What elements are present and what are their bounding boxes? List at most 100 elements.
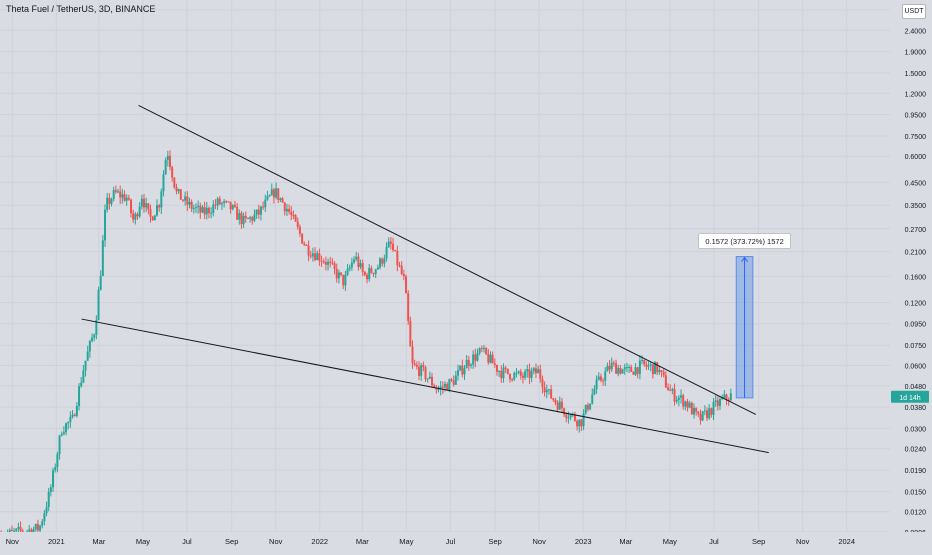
candle — [493, 358, 496, 368]
candle — [469, 362, 472, 369]
candle — [242, 212, 245, 228]
y-tick-label: 0.0240 — [905, 447, 927, 454]
x-tick-label: Mar — [356, 537, 369, 546]
y-tick-label: 2.4000 — [905, 28, 927, 35]
candle — [259, 205, 262, 221]
candle — [595, 375, 598, 394]
candle — [60, 431, 63, 437]
candle — [73, 413, 76, 417]
candle — [65, 422, 68, 436]
candle — [143, 194, 146, 213]
price-axis[interactable]: 3.00002.40001.90001.50001.20000.95000.75… — [890, 0, 932, 550]
candle — [324, 256, 327, 271]
y-tick-label: 0.3500 — [905, 203, 927, 210]
candle — [43, 509, 46, 526]
candle — [684, 400, 687, 411]
candle — [632, 371, 635, 375]
candle — [437, 385, 440, 393]
candle — [203, 201, 206, 219]
candle — [591, 388, 594, 405]
y-tick-label: 0.0600 — [905, 363, 927, 370]
candle — [573, 411, 576, 423]
candle — [285, 203, 288, 217]
candle — [402, 269, 405, 281]
candle — [181, 199, 184, 203]
candle — [283, 201, 286, 216]
candle — [201, 204, 204, 214]
candle — [272, 187, 275, 204]
candle — [407, 290, 410, 325]
candle — [578, 419, 581, 433]
candle — [145, 197, 148, 212]
candle — [39, 524, 42, 534]
candle — [149, 204, 152, 223]
candle — [205, 201, 208, 220]
candle — [99, 270, 102, 291]
candle — [104, 204, 107, 247]
candle — [621, 368, 624, 374]
candle — [335, 263, 338, 283]
candle — [331, 258, 334, 266]
y-tick-label: 0.4500 — [905, 180, 927, 187]
candle — [238, 209, 241, 225]
candle — [547, 388, 550, 395]
candle — [716, 396, 719, 411]
candle — [515, 368, 518, 378]
candle — [474, 348, 477, 368]
candle — [121, 188, 124, 204]
candle — [246, 217, 249, 220]
candle — [446, 382, 449, 391]
candle — [656, 361, 659, 376]
y-tick-label: 0.0300 — [905, 426, 927, 433]
candle — [593, 385, 596, 396]
candle — [303, 241, 306, 247]
time-axis[interactable]: Nov 2021 Mar May Jul Sep Nov 2022 Mar May Jul Sep No… — [0, 532, 932, 550]
candle — [34, 523, 37, 532]
candle — [82, 364, 85, 384]
candle — [288, 204, 291, 215]
y-tick-label: 1.2000 — [905, 91, 927, 98]
candle — [532, 367, 535, 375]
candle — [168, 150, 171, 171]
time-axis-bg — [0, 532, 932, 550]
candle — [220, 201, 223, 211]
candle — [612, 360, 615, 367]
x-tick-label: May — [399, 537, 413, 546]
price-range-measure[interactable]: 0.1572 (373.72%) 1572 — [698, 233, 791, 399]
candle — [636, 367, 639, 379]
candle — [677, 395, 680, 407]
candle — [71, 410, 74, 419]
candle — [10, 525, 13, 532]
candle — [357, 252, 360, 271]
trendlines[interactable] — [81, 104, 769, 454]
candle — [374, 268, 377, 279]
candle — [227, 201, 230, 203]
candle — [511, 377, 514, 382]
candle — [381, 257, 384, 267]
candle — [411, 340, 414, 369]
candle — [117, 188, 120, 194]
candle — [554, 397, 557, 406]
candle — [311, 247, 314, 262]
candle — [130, 198, 133, 218]
candle — [563, 407, 566, 418]
candle — [638, 355, 641, 380]
y-tick-label: 0.2700 — [905, 227, 927, 234]
candle — [415, 361, 418, 370]
candle — [164, 157, 167, 175]
candle — [482, 345, 485, 353]
x-tick-label: Nov — [269, 537, 283, 546]
candle — [305, 244, 308, 246]
currency-badge[interactable]: USDT — [902, 4, 926, 19]
x-tick-label: Mar — [619, 537, 632, 546]
y-tick-label: 0.1200 — [905, 300, 927, 307]
candle — [506, 368, 509, 375]
candle — [52, 467, 55, 492]
y-tick-label: 0.6000 — [905, 154, 927, 161]
candle — [610, 357, 613, 373]
candle — [699, 409, 702, 425]
upper-trendline[interactable] — [138, 104, 756, 415]
lower-trendline[interactable] — [81, 318, 769, 454]
